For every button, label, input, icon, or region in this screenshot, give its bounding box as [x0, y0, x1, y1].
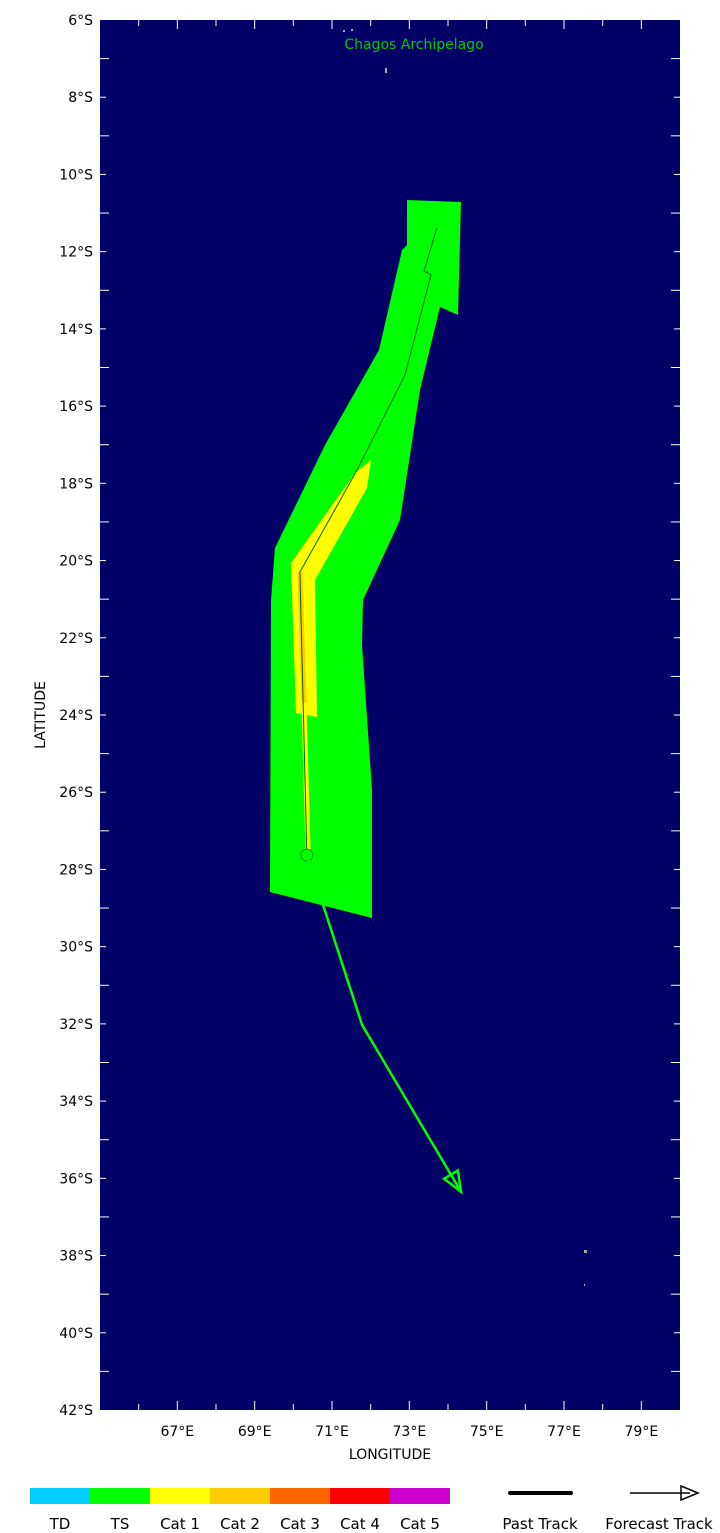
lat-tick-label: 38°S	[59, 1249, 93, 1265]
legend-label: Cat 4	[340, 1515, 380, 1533]
lat-tick-label: 8°S	[68, 90, 93, 106]
ts-wind-swath	[270, 200, 461, 918]
lat-tick-label: 42°S	[59, 1403, 93, 1419]
lon-tick-label: 79°E	[625, 1424, 659, 1440]
lat-tick-label: 22°S	[59, 631, 93, 647]
legend-label: Cat 5	[400, 1515, 440, 1533]
forecast-arrow-icon	[680, 1484, 700, 1502]
legend-swatch	[90, 1488, 150, 1504]
legend-label: Cat 1	[160, 1515, 200, 1533]
lat-tick-label: 36°S	[59, 1171, 93, 1187]
cat1-wind-swath	[291, 460, 371, 717]
lat-tick-label: 12°S	[59, 245, 93, 261]
legend-swatch	[210, 1488, 270, 1504]
region-label: Chagos Archipelago	[344, 37, 483, 53]
legend-swatch	[150, 1488, 210, 1504]
lon-tick-label: 77°E	[547, 1424, 581, 1440]
forecast-arrowhead	[441, 1168, 463, 1195]
axis-ticks: 67°E 69°E 71°E 73°E 75°E 77°E 79°E 6°S 8°S 10°S 12…	[59, 13, 680, 1440]
lat-tick-label: 34°S	[59, 1094, 93, 1110]
lon-tick-label: 69°E	[238, 1424, 272, 1440]
legend-swatch	[30, 1488, 90, 1504]
legend-label: Cat 3	[280, 1515, 320, 1533]
lat-tick-label: 10°S	[59, 167, 93, 183]
lat-tick-label: 16°S	[59, 399, 93, 415]
past-track-label: Past Track	[502, 1515, 578, 1533]
lat-tick-label: 40°S	[59, 1326, 93, 1342]
forecast-track-label: Forecast Track	[605, 1515, 713, 1533]
ocean	[100, 20, 680, 1410]
lat-tick-label: 28°S	[59, 862, 93, 878]
islands	[343, 29, 587, 1286]
lon-tick-label: 75°E	[470, 1424, 504, 1440]
legend-swatch	[390, 1488, 450, 1504]
lat-tick-label: 32°S	[59, 1017, 93, 1033]
legend-label: TD	[49, 1515, 71, 1533]
lon-tick-label: 73°E	[393, 1424, 427, 1440]
forecast-track	[305, 854, 463, 1193]
lat-tick-label: 20°S	[59, 554, 93, 570]
x-axis-label: LONGITUDE	[349, 1447, 431, 1463]
cat1-track-segment	[301, 702, 311, 851]
legend-swatch	[270, 1488, 330, 1504]
lat-tick-label: 6°S	[68, 13, 93, 29]
past-track	[299, 227, 438, 856]
lat-tick-label: 24°S	[59, 708, 93, 724]
lat-tick-label: 18°S	[59, 476, 93, 492]
legend-label: TS	[110, 1515, 130, 1533]
lon-tick-label: 67°E	[160, 1424, 194, 1440]
lat-tick-label: 26°S	[59, 785, 93, 801]
legend-label: Cat 2	[220, 1515, 260, 1533]
legend-swatch	[330, 1488, 390, 1504]
intensity-legend	[30, 1488, 450, 1504]
lon-tick-label: 71°E	[315, 1424, 349, 1440]
lat-tick-label: 14°S	[59, 322, 93, 338]
lat-tick-label: 30°S	[59, 940, 93, 956]
y-axis-label: LATITUDE	[33, 681, 49, 749]
